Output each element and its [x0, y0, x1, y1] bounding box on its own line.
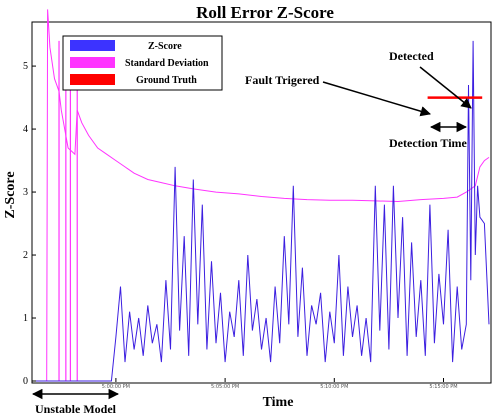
legend-swatch-std-dev: [70, 57, 115, 68]
x-tick-label: 5:15:00 PM: [429, 384, 457, 390]
annotation-detection-time: Detection Time: [389, 136, 468, 150]
legend-label-std-dev: Standard Deviation: [125, 58, 209, 69]
series-line-standard-deviation: [34, 9, 490, 382]
y-tick-label: 1: [23, 313, 28, 324]
arrow-fault-triggered: [322, 81, 432, 117]
legend-label-z-score: Z-Score: [148, 41, 182, 52]
z-score-series-group: [34, 40, 490, 382]
y-tick-label: 4: [23, 124, 28, 135]
x-tick-label: 5:05:00 PM: [211, 384, 239, 390]
legend-swatch-ground-truth: [70, 74, 115, 85]
y-tick-label: 0: [23, 376, 28, 387]
x-tick-label: 5:00:00 PM: [102, 384, 130, 390]
y-ticks-group: 0 1 2 3 4 5: [23, 61, 36, 387]
series-line-z-score: [34, 40, 490, 382]
annotation-unstable-model: Unstable Model: [35, 402, 117, 416]
plot-frame: [31, 21, 492, 384]
legend-label-ground-truth: Ground Truth: [136, 75, 197, 86]
std-dev-series-group: [34, 9, 490, 382]
arrow-detected: [419, 66, 472, 109]
y-tick-label: 2: [23, 250, 28, 261]
annotation-fault-triggered: Fault Trigered: [245, 73, 320, 87]
legend-swatch-z-score: [70, 40, 115, 51]
chart-title: Roll Error Z-Score: [196, 3, 334, 22]
y-tick-label: 5: [23, 61, 28, 72]
legend: Z-Score Standard Deviation Ground Truth: [62, 35, 223, 91]
x-axis-label: Time: [263, 395, 294, 410]
x-ticks-group: 5:00:00 PM 5:05:00 PM 5:10:00 PM 5:15:00 PM: [102, 378, 458, 390]
y-axis-label: Z-Score: [3, 171, 18, 218]
y-tick-label: 3: [23, 187, 28, 198]
annotation-detected: Detected: [389, 49, 434, 63]
x-tick-label: 5:10:00 PM: [320, 384, 348, 390]
